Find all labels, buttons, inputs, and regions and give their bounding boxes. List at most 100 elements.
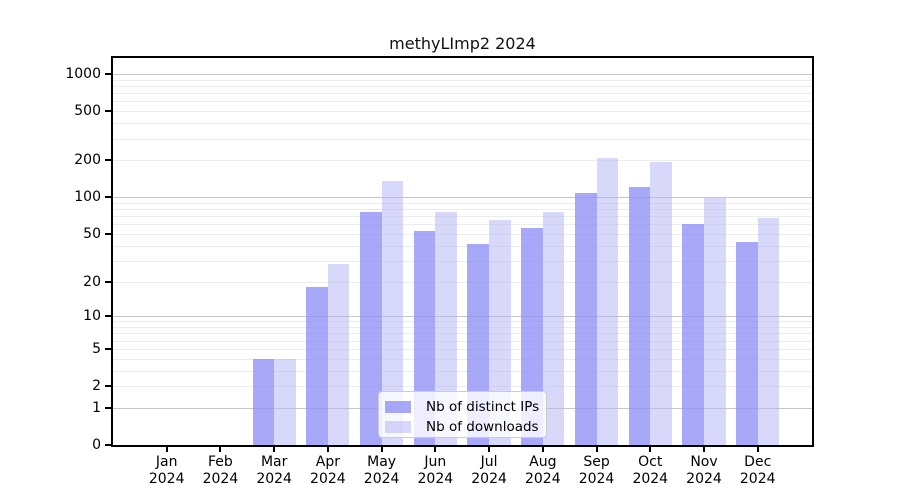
bar-ips-sep <box>574 193 597 445</box>
bar-downloads-oct <box>650 161 672 445</box>
y-tick-label: 2 <box>92 378 101 394</box>
x-tick-label: Mar 2024 <box>256 454 292 487</box>
y-tick-label: 500 <box>74 103 101 120</box>
y-tick-label: 10 <box>83 308 101 325</box>
y-tick-label: 20 <box>83 273 101 290</box>
x-tick-mark <box>703 445 705 452</box>
bar-downloads-jul <box>489 220 511 445</box>
major-gridline <box>113 197 812 199</box>
minor-gridline <box>113 209 812 211</box>
y-tick-mark <box>105 110 113 113</box>
bar-downloads-nov <box>704 198 726 445</box>
minor-gridline <box>113 321 812 323</box>
bar-downloads-dec <box>757 218 780 445</box>
x-tick-mark <box>273 445 276 452</box>
x-tick-mark <box>488 445 491 452</box>
bar-ips-aug <box>521 227 543 445</box>
bar-downloads-aug <box>542 212 565 445</box>
y-tick-label: 50 <box>83 225 101 242</box>
minor-gridline <box>113 245 812 247</box>
minor-gridline <box>113 340 812 342</box>
x-tick-label: Jun 2024 <box>417 454 454 487</box>
x-tick-mark <box>756 445 759 452</box>
bar-ips-apr <box>306 286 328 445</box>
y-tick-mark <box>105 444 113 446</box>
x-tick-label: May 2024 <box>363 454 400 487</box>
minor-gridline <box>113 260 812 262</box>
x-tick-mark <box>434 445 437 452</box>
bar-downloads-apr <box>327 264 350 445</box>
x-tick-label: Nov 2024 <box>686 454 722 487</box>
major-gridline <box>113 316 812 318</box>
bar-ips-nov <box>682 224 704 445</box>
minor-gridline <box>113 216 812 218</box>
x-tick-label: Apr 2024 <box>310 454 346 487</box>
minor-gridline <box>113 111 812 113</box>
y-tick-label: 1000 <box>65 65 101 82</box>
minor-gridline <box>113 333 812 335</box>
y-tick-label: 0 <box>92 437 101 453</box>
minor-gridline <box>113 138 812 140</box>
y-tick-label: 1 <box>92 399 101 416</box>
plot-area <box>113 58 812 445</box>
y-tick-mark <box>105 280 113 283</box>
x-tick-mark <box>541 445 544 452</box>
minor-gridline <box>113 281 812 283</box>
bar-ips-dec <box>736 241 758 445</box>
y-tick-label: 100 <box>74 189 101 206</box>
x-tick-mark <box>326 445 329 452</box>
bar-downloads-sep <box>596 157 619 445</box>
x-tick-mark <box>649 445 652 452</box>
x-tick-label: Dec 2024 <box>739 454 776 487</box>
legend-item-distinct-ips: Nb of distinct IPs <box>385 399 546 415</box>
legend-swatch-distinct-ips <box>385 401 411 413</box>
bar-downloads-jun <box>435 212 457 445</box>
y-tick-mark <box>105 196 113 199</box>
minor-gridline <box>113 224 812 226</box>
y-tick-mark <box>105 72 113 75</box>
minor-gridline <box>113 101 812 103</box>
x-tick-label: Feb 2024 <box>202 454 239 487</box>
x-tick-mark <box>380 445 383 452</box>
minor-gridline <box>113 79 812 81</box>
legend: Nb of distinct IPs Nb of downloads <box>378 391 547 438</box>
minor-gridline <box>113 370 812 372</box>
minor-gridline <box>113 233 812 235</box>
bar-ips-may <box>360 211 382 445</box>
x-tick-mark <box>595 445 598 452</box>
minor-gridline <box>113 123 812 125</box>
x-tick-label: Sep 2024 <box>578 454 615 487</box>
y-tick-mark <box>105 385 113 387</box>
bar-ips-oct <box>628 187 651 445</box>
y-tick-mark <box>105 406 113 409</box>
legend-label-downloads: Nb of downloads <box>426 419 539 435</box>
minor-gridline <box>113 348 812 350</box>
bar-downloads-mar <box>274 358 296 445</box>
minor-gridline <box>113 386 812 387</box>
x-tick-label: Aug 2024 <box>524 454 561 487</box>
y-tick-mark <box>105 315 113 318</box>
minor-gridline <box>113 202 812 204</box>
minor-gridline <box>113 85 812 87</box>
legend-swatch-downloads <box>385 421 411 433</box>
bar-downloads-may <box>381 180 404 445</box>
y-tick-mark <box>105 232 113 235</box>
minor-gridline <box>113 358 812 360</box>
y-tick-mark <box>105 159 113 162</box>
x-tick-mark <box>219 445 222 452</box>
minor-gridline <box>113 93 812 95</box>
y-tick-label: 5 <box>92 340 101 357</box>
x-tick-label: Oct 2024 <box>632 454 669 487</box>
legend-label-distinct-ips: Nb of distinct IPs <box>426 399 540 415</box>
chart-title: methyLImp2 2024 <box>389 34 536 53</box>
x-tick-mark <box>165 445 168 452</box>
x-tick-label: Jan 2024 <box>148 454 185 487</box>
minor-gridline <box>113 327 812 328</box>
minor-gridline <box>113 160 812 162</box>
y-tick-label: 200 <box>74 152 101 169</box>
legend-item-downloads: Nb of downloads <box>385 419 546 435</box>
x-tick-label: Jul 2024 <box>471 454 507 487</box>
y-tick-mark <box>105 347 113 350</box>
major-gridline <box>113 73 812 75</box>
